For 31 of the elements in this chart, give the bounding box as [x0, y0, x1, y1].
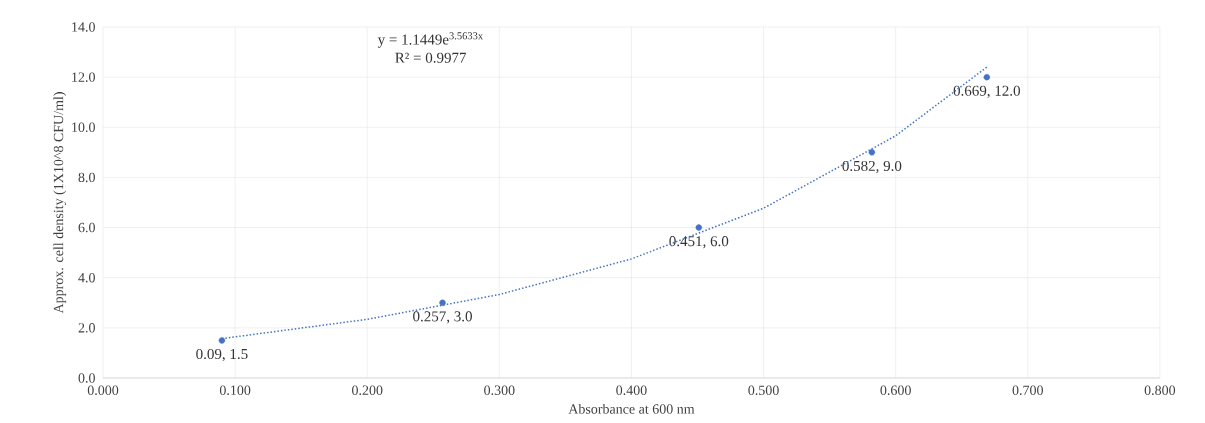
y-tick-label: 12.0 [72, 72, 95, 82]
point [983, 73, 991, 81]
data-label: 0.582, 9.0 [842, 160, 902, 174]
y-tick-label: 2.0 [78, 323, 95, 333]
annotation: y = 1.1449e$^{3.5633x}$ [377, 32, 483, 48]
point [218, 337, 226, 344]
y-tick-label: 8.0 [78, 172, 95, 183]
data-label: 0.669, 12.0 [953, 85, 1020, 98]
annotation: R² = 0.9977 [395, 52, 467, 63]
x-tick-label: 0.600 [880, 385, 911, 396]
y-tick-label: 10.0 [72, 122, 95, 133]
x-tick-label: 0.200 [352, 385, 383, 396]
point [695, 224, 703, 231]
x-tick-label: 0.000 [87, 385, 119, 396]
y-tick-label: 4.0 [78, 272, 95, 283]
x-tick-label: 0.300 [484, 385, 515, 396]
data-label: 0.451, 6.0 [669, 236, 729, 249]
y-tick-label: 0.0 [78, 373, 95, 383]
y-tick-label: 14.0 [72, 22, 95, 32]
data-label: 0.09, 1.5 [196, 348, 248, 362]
x-tick-label: 0.800 [1144, 385, 1176, 396]
x-tick-label: 0.500 [748, 385, 779, 396]
point [868, 149, 876, 156]
y-axis-title: Approx. cell density (1X10^8 CFU/ml) [53, 92, 67, 314]
x-tick-label: 0.700 [1012, 385, 1043, 396]
data-label: 0.257, 3.0 [413, 311, 472, 324]
y-tick-label: 6.0 [78, 222, 95, 233]
x-tick-label: 0.100 [219, 385, 251, 396]
x-tick-label: 0.400 [616, 385, 647, 396]
point [439, 299, 446, 306]
x-axis-title: Absorbance at 600 nm [568, 403, 695, 414]
